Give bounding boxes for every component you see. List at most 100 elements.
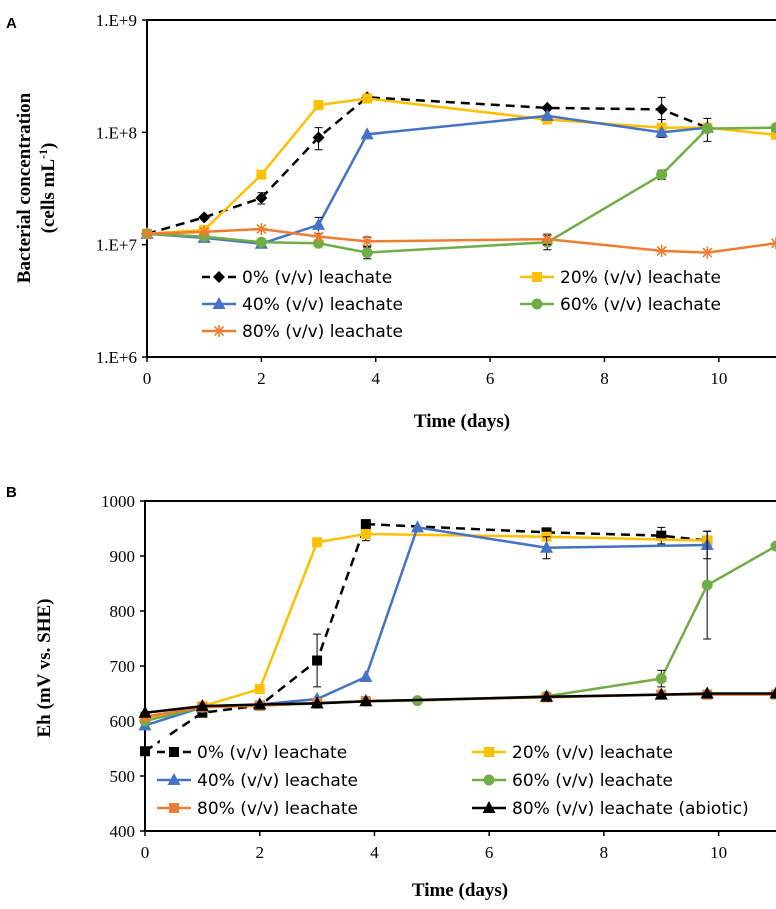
panel-a-xtick-label: 6 — [486, 369, 495, 388]
panel-b-data-point — [655, 673, 667, 685]
panel-a-legend: 0% (v/v) leachate 20% (v/v) leachate 40% (… — [200, 262, 776, 348]
panel-b-series-line — [144, 692, 776, 714]
panel-b-data-point — [359, 670, 373, 682]
panel-a-series-1 — [142, 93, 776, 239]
panel-a-data-point — [313, 237, 325, 249]
panel-a-ylabel: Bacterial concentration (cells mL-1) — [14, 92, 59, 283]
panel-b-xtick-label: 6 — [485, 843, 494, 862]
panel-a-data-point — [256, 169, 267, 180]
panel-b-xtick-label: 2 — [255, 843, 264, 862]
panel-a-data-point — [655, 103, 668, 116]
panel-b-legend-background — [160, 737, 776, 823]
panel-a-legend-swatch-marker — [212, 297, 226, 309]
panel-a-legend-swatch-marker — [213, 271, 225, 283]
panel-a-series-line — [146, 97, 776, 236]
panel-b-series-line — [144, 532, 708, 720]
panel-b-series-0 — [140, 519, 713, 757]
panel-b-data-point — [769, 686, 776, 699]
panel-a-label: A — [6, 15, 17, 32]
panel-a-data-point — [312, 131, 325, 144]
panel-a-data-point — [360, 127, 374, 140]
panel-b-xtick-label: 8 — [600, 843, 609, 862]
panel-a-legend-label: 80% (v/v) leachate — [242, 322, 403, 342]
panel-a-data-point — [655, 244, 668, 257]
panel-a-ylabel-prefix: (cells mL — [38, 159, 59, 233]
panel-b-ytick-label: 500 — [110, 767, 136, 786]
panel-a-data-point — [255, 192, 268, 205]
panel-b-series-line — [144, 522, 708, 753]
panel-b-data-point — [138, 705, 152, 718]
panel-b-legend-label: 40% (v/v) leachate — [197, 771, 358, 791]
panel-b-ytick-label: 700 — [110, 657, 136, 676]
panel-a: A Bacterial concentration (cells mL-1) T… — [6, 11, 776, 432]
panel-b-legend-label: 20% (v/v) leachate — [512, 743, 673, 763]
panel-a-legend-label: 60% (v/v) leachate — [560, 295, 721, 315]
panel-b-legend-label: 80% (v/v) leachate — [197, 799, 358, 819]
panel-b-xtick-label: 10 — [710, 843, 727, 862]
panel-b-ytick-label: 400 — [110, 822, 136, 841]
panel-b-data-point — [140, 746, 150, 757]
panel-a-data-point — [312, 230, 325, 243]
panel-a-series-2 — [140, 108, 714, 249]
panel-a-xtick-label: 2 — [257, 369, 266, 388]
panel-a-data-point — [362, 93, 373, 104]
panel-a-data-point — [198, 225, 211, 238]
panel-b-legend: 0% (v/v) leachate 20% (v/v) leachate 40% (… — [157, 737, 776, 823]
panel-a-xtick-label: 4 — [371, 369, 380, 388]
panel-a-data-point — [255, 236, 267, 248]
panel-b-legend-label: 60% (v/v) leachate — [512, 771, 673, 791]
panel-a-legend-label: 0% (v/v) leachate — [242, 268, 392, 288]
panel-a-data-point — [541, 101, 554, 114]
panel-a-xtick-label: 8 — [600, 369, 609, 388]
panel-b-ylabel: Eh (mV vs. SHE) — [34, 598, 55, 737]
panel-b-legend-swatch-marker — [484, 747, 494, 757]
panel-a-ytick-label: 1.E+9 — [96, 11, 137, 30]
panel-a-data-point — [770, 122, 776, 134]
panel-a-data-point — [701, 123, 713, 135]
panel-a-ylabel-line1: Bacterial concentration — [14, 92, 35, 283]
panel-a-data-point — [312, 217, 326, 230]
panel-b-data-point — [654, 687, 668, 700]
panel-b-xtick-label: 0 — [141, 843, 150, 862]
panel-b-series-5 — [138, 686, 776, 718]
panel-b-data-point — [410, 520, 424, 533]
panel-b-data-point — [540, 540, 554, 553]
panel-b-data-point — [310, 696, 324, 709]
panel-b: B Eh (mV vs. SHE) Time (days) 400 500 600 7… — [6, 484, 776, 901]
panel-b-plot-area — [138, 519, 776, 757]
panel-b-series-1 — [140, 526, 713, 724]
panel-b-ytick-label: 1000 — [101, 492, 135, 511]
panel-a-series-line — [146, 126, 776, 254]
panel-a-data-point — [541, 233, 554, 246]
panel-a-data-point — [701, 246, 714, 259]
panel-a-ylabel-suffix: ) — [38, 143, 59, 149]
panel-a-data-point — [361, 247, 373, 259]
panel-a-series-4 — [141, 222, 776, 259]
panel-a-legend-swatch-marker — [532, 272, 542, 282]
panel-b-data-point — [700, 686, 714, 699]
panel-b-data-point — [360, 529, 371, 539]
panel-b-data-point — [253, 697, 267, 710]
panel-a-data-point — [655, 125, 669, 138]
panel-a-axes-frame — [146, 19, 776, 358]
panel-b-data-point — [254, 684, 265, 695]
panel-b-ytick-label: 900 — [110, 547, 136, 566]
panel-a-series-line — [146, 96, 708, 235]
panel-a-series-0 — [141, 91, 714, 240]
panel-b-xtick-label: 4 — [370, 843, 379, 862]
panel-b-xlabel: Time (days) — [412, 880, 508, 901]
panel-a-series-3 — [141, 117, 776, 260]
panel-a-xtick-label: 10 — [710, 369, 727, 388]
panel-a-data-point — [198, 211, 211, 224]
panel-b-data-point — [312, 537, 323, 548]
panel-b-ytick-label: 600 — [110, 712, 136, 731]
panel-b-legend-label: 80% (v/v) leachate (abiotic) — [512, 799, 749, 819]
panel-a-data-point — [141, 227, 153, 240]
panel-b-data-point — [770, 540, 776, 552]
panel-a-ytick-label: 1.E+6 — [96, 348, 137, 367]
panel-b-data-point — [359, 694, 373, 707]
panel-b-legend-label: 0% (v/v) leachate — [197, 743, 347, 763]
panel-a-ylabel-line2: (cells mL-1) — [36, 143, 59, 234]
panel-b-data-point — [540, 689, 554, 702]
